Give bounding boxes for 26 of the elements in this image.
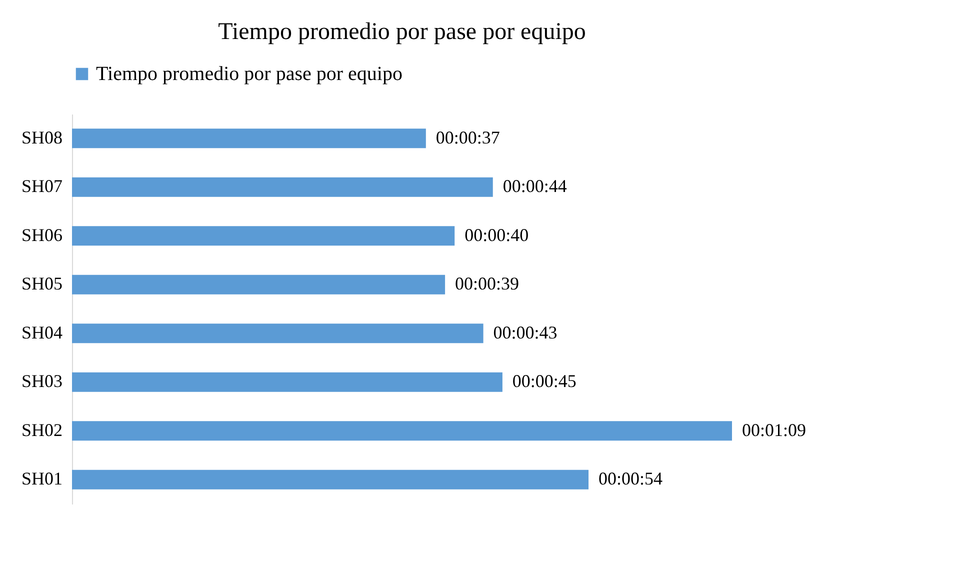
data-label: 00:00:39: [455, 274, 520, 294]
y-tick-label: SH05: [21, 274, 62, 294]
y-tick-label: SH07: [21, 176, 62, 196]
bar: [72, 274, 446, 294]
data-label: 00:00:54: [598, 468, 663, 489]
y-tick-label: SH06: [21, 224, 62, 245]
data-label: 00:00:40: [464, 224, 529, 245]
bar: [72, 421, 732, 441]
bar: [72, 470, 589, 490]
y-tick-label: SH04: [21, 322, 62, 342]
data-label: 00:00:45: [512, 371, 576, 392]
y-tick-label: SH08: [21, 127, 62, 148]
legend-label: Tiempo promedio por pase por equipo: [96, 63, 402, 85]
data-label: 00:00:44: [502, 176, 567, 196]
bar: [72, 324, 484, 344]
data-label: 00:01:09: [742, 420, 806, 440]
bar: [72, 226, 455, 246]
y-tick-label: SH01: [21, 468, 62, 489]
y-tick-label: SH03: [21, 371, 62, 392]
data-label: 00:00:43: [493, 322, 558, 342]
bar: [72, 128, 426, 148]
data-label: 00:00:37: [436, 127, 500, 148]
bar: [72, 372, 502, 392]
y-tick-label: SH02: [21, 420, 62, 440]
bar: [72, 177, 493, 197]
chart-title: Tiempo promedio por pase por equipo: [218, 19, 586, 45]
